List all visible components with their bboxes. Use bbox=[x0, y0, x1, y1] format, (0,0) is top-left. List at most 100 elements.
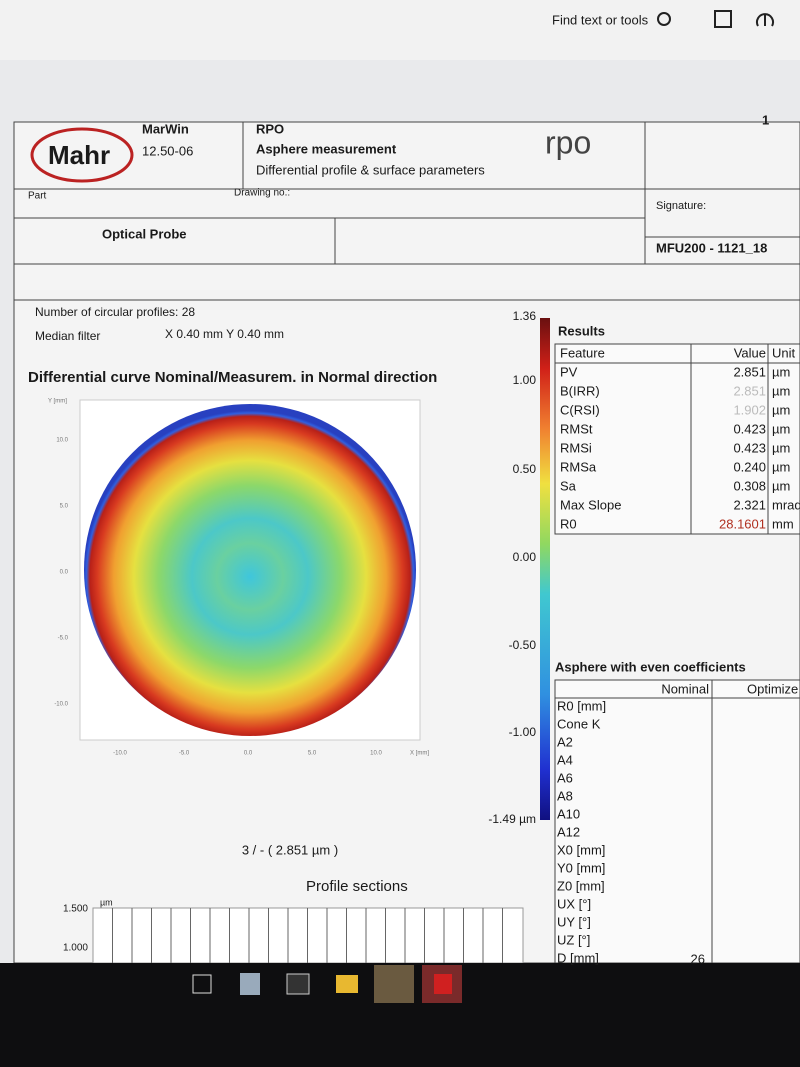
software: MarWin bbox=[142, 121, 189, 136]
feature-name: RMSa bbox=[560, 459, 597, 474]
info-text: X 0.40 mm Y 0.40 mm bbox=[165, 327, 284, 341]
version: 12.50-06 bbox=[142, 143, 193, 158]
axis-label: µm bbox=[100, 897, 113, 907]
feature-name: PV bbox=[560, 364, 578, 379]
coefficient-name: D [mm] bbox=[557, 950, 599, 965]
feature-value: 28.1601 bbox=[719, 516, 766, 531]
feature-unit: µm bbox=[772, 478, 790, 493]
taskbar-icon[interactable] bbox=[336, 975, 358, 993]
x-tick-label: 5.0 bbox=[308, 751, 317, 757]
feature-unit: µm bbox=[772, 421, 790, 436]
coefficient-name: UZ [°] bbox=[557, 932, 590, 947]
info-text: Number of circular profiles: 28 bbox=[35, 305, 195, 319]
surface-map bbox=[84, 404, 416, 736]
company-logo: rpo bbox=[545, 124, 591, 160]
color-bar-label: -1.49 µm bbox=[488, 812, 536, 826]
plot-title: Differential curve Nominal/Measurem. in … bbox=[28, 369, 437, 386]
taskbar-icon[interactable] bbox=[240, 973, 260, 995]
feature-unit: µm bbox=[772, 440, 790, 455]
table-title: Asphere with even coefficients bbox=[555, 659, 746, 674]
feature-value: 2.851 bbox=[733, 364, 766, 379]
part-name: Optical Probe bbox=[102, 226, 187, 241]
feature-value: 0.240 bbox=[733, 459, 766, 474]
share-icon[interactable] bbox=[756, 13, 774, 27]
feature-value: 0.308 bbox=[733, 478, 766, 493]
color-bar-label: 1.36 bbox=[513, 309, 537, 323]
axis-label: X [mm] bbox=[410, 751, 429, 757]
taskbar-icon[interactable] bbox=[286, 973, 310, 995]
color-bar-label: -1.00 bbox=[509, 725, 537, 739]
coefficient-name: UX [°] bbox=[557, 896, 591, 911]
feature-unit: mm bbox=[772, 516, 794, 531]
feature-value: 0.423 bbox=[733, 440, 766, 455]
logo-ring bbox=[30, 127, 134, 183]
label: Drawing no.: bbox=[234, 188, 290, 199]
y-tick-label: 1.000 bbox=[63, 943, 88, 954]
page-number: 1 bbox=[762, 112, 769, 127]
taskbar-icon[interactable] bbox=[192, 974, 212, 994]
column-header: Value bbox=[734, 345, 766, 360]
feature-unit: µm bbox=[772, 459, 790, 474]
column-header: Optimize bbox=[747, 681, 798, 696]
coefficient-name: A2 bbox=[557, 734, 573, 749]
y-tick-label: -5.0 bbox=[58, 636, 69, 642]
color-bar-label: 0.00 bbox=[513, 550, 537, 564]
info-text: Median filter bbox=[35, 329, 100, 343]
coefficient-name: A10 bbox=[557, 806, 580, 821]
taskbar-icon[interactable] bbox=[374, 965, 414, 1003]
section-title: Profile sections bbox=[306, 878, 408, 895]
column-header: Unit bbox=[772, 345, 796, 360]
feature-unit: µm bbox=[772, 402, 790, 417]
color-bar bbox=[540, 318, 550, 820]
y-tick-label: 0.0 bbox=[60, 570, 69, 576]
feature-name: R0 bbox=[560, 516, 577, 531]
document-id: MFU200 - 1121_18 bbox=[656, 240, 767, 255]
coefficient-value: 26 bbox=[691, 951, 705, 966]
feature-name: RMSt bbox=[560, 421, 593, 436]
feature-unit: µm bbox=[772, 383, 790, 398]
feature-value: 0.423 bbox=[733, 421, 766, 436]
x-tick-label: -5.0 bbox=[179, 751, 190, 757]
y-tick-label: -10.0 bbox=[54, 702, 68, 708]
coefficient-name: A8 bbox=[557, 788, 573, 803]
feature-name: RMSi bbox=[560, 440, 592, 455]
search-button[interactable]: Find text or tools bbox=[552, 12, 649, 27]
coefficient-name: UY [°] bbox=[557, 914, 591, 929]
report-subtitle: Asphere measurement bbox=[256, 141, 397, 156]
feature-value: 2.851 bbox=[733, 383, 766, 398]
coefficient-name: A12 bbox=[557, 824, 580, 839]
report-title: RPO bbox=[256, 121, 284, 136]
coefficient-name: Y0 [mm] bbox=[557, 860, 605, 875]
column-header: Nominal bbox=[661, 681, 709, 696]
y-tick-label: 5.0 bbox=[60, 504, 69, 510]
report-description: Differential profile & surface parameter… bbox=[256, 162, 485, 177]
label: Part bbox=[28, 191, 47, 202]
feature-name: Max Slope bbox=[560, 497, 621, 512]
feature-value: 2.321 bbox=[733, 497, 766, 512]
feature-value: 1.902 bbox=[733, 402, 766, 417]
feature-name: C(RSI) bbox=[560, 402, 600, 417]
save-icon[interactable] bbox=[714, 10, 732, 28]
x-tick-label: -10.0 bbox=[113, 751, 127, 757]
feature-unit: mrad bbox=[772, 497, 800, 512]
label: Signature: bbox=[656, 200, 706, 212]
taskbar-icon[interactable] bbox=[434, 974, 452, 994]
column-header: Feature bbox=[560, 345, 605, 360]
coefficient-name: A4 bbox=[557, 752, 573, 767]
coefficient-name: X0 [mm] bbox=[557, 842, 605, 857]
x-tick-label: 0.0 bbox=[244, 751, 253, 757]
coefficient-name: R0 [mm] bbox=[557, 698, 606, 713]
logo: Mahr bbox=[48, 140, 110, 170]
feature-name: Sa bbox=[560, 478, 577, 493]
coefficient-name: A6 bbox=[557, 770, 573, 785]
axis-label: Y [mm] bbox=[48, 399, 67, 405]
color-bar-label: 0.50 bbox=[513, 462, 537, 476]
x-tick-label: 10.0 bbox=[370, 751, 382, 757]
color-bar-label: 1.00 bbox=[513, 373, 537, 387]
search-icon[interactable] bbox=[657, 12, 671, 26]
y-tick-label: 10.0 bbox=[56, 438, 68, 444]
asphere-table bbox=[554, 679, 800, 964]
results-table bbox=[554, 343, 800, 535]
